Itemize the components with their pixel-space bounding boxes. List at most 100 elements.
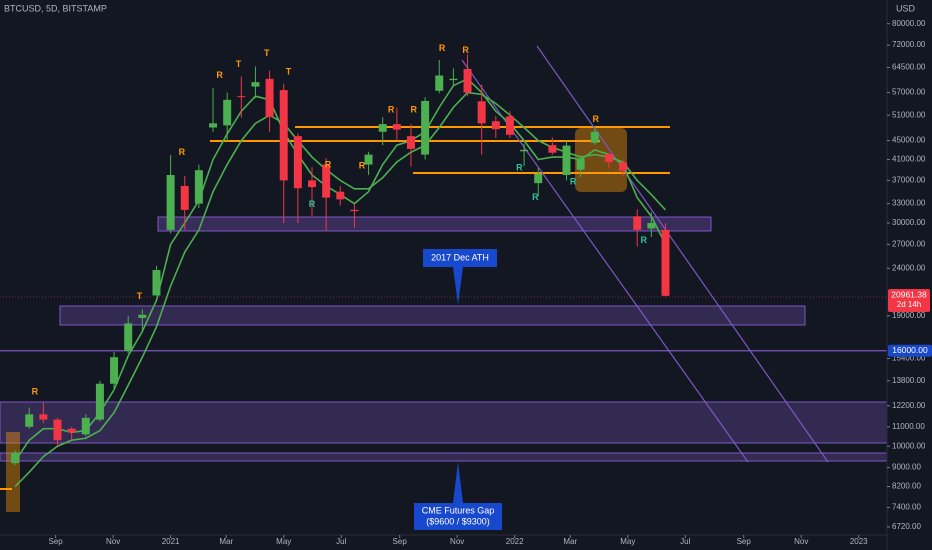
- candle-body: [265, 78, 274, 117]
- x-tick-label: Jul: [336, 537, 346, 546]
- drawings: [0, 45, 888, 512]
- y-tick-label: 24000.00: [892, 263, 926, 272]
- countdown: 2d 14h: [897, 300, 921, 309]
- callouts: 2017 Dec ATH CME Futures Gap ($9600 / $9…: [414, 249, 502, 530]
- signal-label: R: [439, 43, 446, 53]
- x-tick-label: 2022: [506, 537, 524, 546]
- moving-average: [14, 91, 667, 488]
- candle-body: [590, 131, 599, 143]
- signal-label: R: [32, 386, 39, 396]
- x-tick-label: Nov: [106, 537, 120, 546]
- signal-label: T: [264, 48, 270, 58]
- y-tick-label: 30000.00: [892, 218, 926, 227]
- candle-body: [25, 414, 34, 427]
- candle-body: [364, 154, 373, 165]
- candle-body: [491, 121, 500, 130]
- callout-text: CME Futures Gap: [422, 505, 495, 515]
- signal-label: R: [411, 104, 418, 114]
- candle-body: [209, 123, 218, 128]
- candle-body: [633, 216, 642, 230]
- candle-body: [477, 101, 486, 124]
- candle-body: [308, 180, 317, 188]
- y-tick-label: 41000.00: [892, 155, 926, 164]
- candle-body: [336, 191, 345, 200]
- y-tick-label: 80000.00: [892, 19, 926, 28]
- callout-text: ($9600 / $9300): [426, 516, 490, 526]
- callout-text: 2017 Dec ATH: [431, 252, 489, 262]
- candle-body: [463, 69, 472, 93]
- x-tick-label: Mar: [219, 537, 233, 546]
- hline-label: 16000.00: [892, 345, 928, 355]
- x-tick-label: Sep: [737, 537, 752, 546]
- y-tick-label: 13800.00: [892, 376, 926, 385]
- candle-body: [237, 96, 246, 98]
- candle-body: [293, 136, 302, 189]
- signal-label: R: [641, 235, 648, 245]
- candle-body: [95, 383, 104, 420]
- candle-body: [251, 82, 260, 87]
- candle-body: [604, 154, 613, 163]
- chart-title: BTCUSD, 5D, BITSTAMP: [4, 3, 107, 13]
- signal-label: R: [532, 192, 539, 202]
- signal-label: R: [516, 163, 523, 173]
- candle-body: [548, 145, 557, 153]
- callout-box: [414, 462, 502, 530]
- candle-body: [435, 75, 444, 91]
- x-tick-label: Mar: [563, 537, 577, 546]
- candle-body: [619, 162, 628, 171]
- candle-body: [534, 173, 543, 184]
- y-tick-label: 7400.00: [892, 503, 921, 512]
- y-tick-label: 33000.00: [892, 199, 926, 208]
- plot: R T R R T T T R R R R R R R R R R R R: [0, 43, 887, 488]
- zone: [0, 452, 888, 462]
- zone: [0, 401, 888, 444]
- candle-body: [562, 145, 571, 175]
- x-tick-label: Sep: [393, 537, 408, 546]
- signal-label: T: [286, 66, 292, 76]
- x-tick-label: May: [276, 537, 291, 546]
- x-tick-label: 2023: [850, 537, 868, 546]
- candle-body: [223, 99, 232, 126]
- y-tick-label: 64500.00: [892, 63, 926, 72]
- signal-label: T: [236, 59, 242, 69]
- y-tick-label: 9000.00: [892, 463, 921, 472]
- x-tick-label: Sep: [48, 537, 63, 546]
- signal-label: T: [137, 291, 143, 301]
- y-tick-label: 72000.00: [892, 40, 926, 49]
- candle-body: [67, 428, 76, 433]
- x-tick-label: May: [620, 537, 635, 546]
- candle-body: [124, 323, 133, 351]
- candle-body: [81, 417, 90, 435]
- candle-body: [378, 124, 387, 132]
- y-tick-label: 57000.00: [892, 88, 926, 97]
- signal-label: R: [388, 104, 395, 114]
- zone: [575, 128, 627, 192]
- candle-body: [505, 116, 514, 135]
- zone: [6, 432, 20, 512]
- candle-body: [53, 419, 62, 441]
- x-tick-label: Nov: [794, 537, 808, 546]
- candle-body: [194, 170, 203, 204]
- candle-body: [392, 124, 401, 130]
- zone: [59, 305, 806, 326]
- x-tick-label: Jul: [680, 537, 690, 546]
- y-tick-label: 19000.00: [892, 311, 926, 320]
- candle-body: [39, 414, 48, 420]
- signal-label: R: [359, 160, 366, 170]
- candle-body: [421, 100, 430, 155]
- signal-label: R: [592, 114, 599, 124]
- y-axis-label: USD: [896, 3, 916, 13]
- y-tick-label: 8200.00: [892, 482, 921, 491]
- hline-badge: [888, 344, 932, 357]
- channel-line: [536, 45, 829, 463]
- candle-body: [661, 229, 670, 296]
- price-badge: [888, 289, 930, 312]
- y-tick-label: 6720.00: [892, 522, 921, 531]
- y-tick-label: 11000.00: [892, 422, 925, 431]
- candle-body: [576, 158, 585, 170]
- signal-label: R: [325, 159, 332, 169]
- last-price: 20961.38: [891, 289, 927, 299]
- candle-body: [180, 185, 189, 210]
- y-tick-label: 27000.00: [892, 240, 926, 249]
- x-tick-label: Nov: [450, 537, 464, 546]
